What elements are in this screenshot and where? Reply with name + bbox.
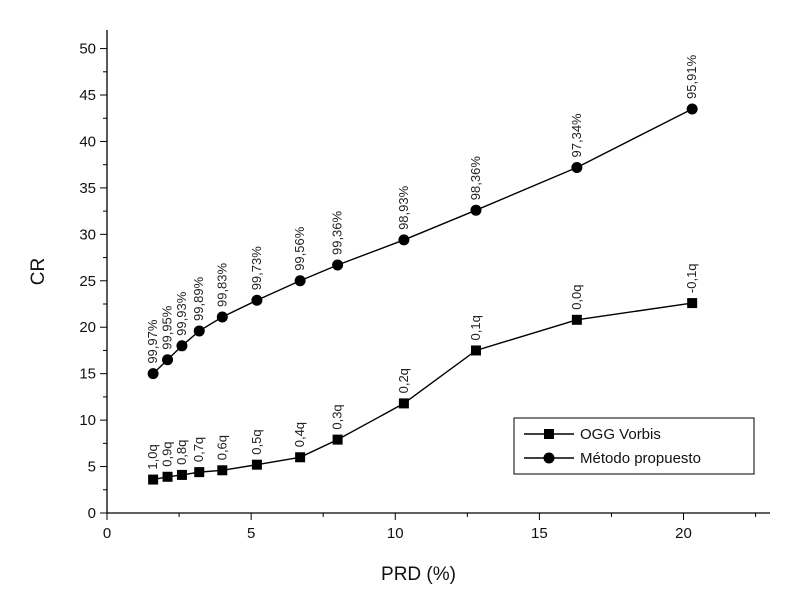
data-label: 99,95% [160, 305, 175, 350]
y-tick-label: 0 [88, 505, 96, 522]
data-label: 0,8q [174, 440, 189, 465]
data-label: -0,1q [684, 263, 699, 293]
legend-label-0: OGG Vorbis [580, 426, 661, 443]
data-point-square [176, 469, 187, 480]
legend-label-1: Método propuesto [580, 450, 701, 467]
data-label: 99,56% [292, 226, 307, 271]
data-point-circle [251, 294, 263, 306]
data-label: 99,73% [249, 246, 264, 291]
data-point-square [332, 434, 343, 445]
y-tick-label: 20 [79, 319, 96, 336]
data-label: 0,1q [468, 315, 483, 340]
data-point-square [217, 465, 228, 476]
y-tick-label: 30 [79, 226, 96, 243]
data-point-circle [216, 311, 228, 323]
data-point-square [194, 467, 205, 478]
x-axis-title: PRD (%) [381, 564, 456, 585]
data-label: 99,89% [191, 276, 206, 321]
data-label: 1,0q [145, 444, 160, 469]
legend-marker-square [544, 429, 554, 439]
y-tick-label: 5 [88, 459, 96, 476]
x-tick-label: 10 [387, 525, 404, 542]
data-label: 0,0q [569, 284, 584, 309]
data-label: 0,9q [160, 441, 175, 466]
data-label: 0,3q [330, 404, 345, 429]
data-point-circle [162, 354, 174, 366]
series-line-1 [152, 108, 693, 375]
legend-marker-circle [543, 452, 555, 464]
y-tick-label: 50 [79, 41, 96, 58]
data-label: 0,7q [191, 437, 206, 462]
data-point-square [687, 298, 698, 309]
data-point-circle [147, 368, 159, 380]
data-label: 99,83% [214, 262, 229, 307]
legend-box [513, 417, 755, 475]
data-label: 0,2q [396, 368, 411, 393]
data-point-circle [193, 325, 205, 337]
data-point-square [148, 474, 159, 485]
data-label: 0,4q [292, 422, 307, 447]
data-label: 0,5q [249, 429, 264, 454]
x-tick-label: 0 [103, 525, 111, 542]
data-label: 99,36% [330, 210, 345, 255]
data-point-circle [571, 161, 583, 173]
data-label: 95,91% [684, 54, 699, 99]
y-tick-label: 25 [79, 273, 96, 290]
data-point-square [398, 398, 409, 409]
data-label: 99,97% [145, 319, 160, 364]
data-point-circle [332, 259, 344, 271]
data-point-square [162, 471, 173, 482]
data-point-circle [686, 103, 698, 115]
data-point-square [251, 459, 262, 470]
data-label: 98,93% [396, 185, 411, 230]
data-label: 97,34% [569, 113, 584, 158]
data-point-circle [294, 275, 306, 287]
data-point-square [571, 314, 582, 325]
data-label: 98,36% [468, 156, 483, 201]
x-tick-label: 15 [531, 525, 548, 542]
data-point-circle [398, 234, 410, 246]
y-tick-label: 40 [79, 133, 96, 150]
y-tick-label: 10 [79, 412, 96, 429]
data-point-circle [176, 340, 188, 352]
y-tick-label: 15 [79, 366, 96, 383]
y-tick-label: 35 [79, 180, 96, 197]
y-tick-label: 45 [79, 87, 96, 104]
x-tick-label: 20 [675, 525, 692, 542]
data-point-square [295, 452, 306, 463]
data-label: 99,93% [174, 291, 189, 336]
data-point-circle [470, 204, 482, 216]
y-axis-title: CR [28, 258, 49, 285]
data-label: 0,6q [214, 435, 229, 460]
data-point-square [470, 345, 481, 356]
x-tick-label: 5 [247, 525, 255, 542]
